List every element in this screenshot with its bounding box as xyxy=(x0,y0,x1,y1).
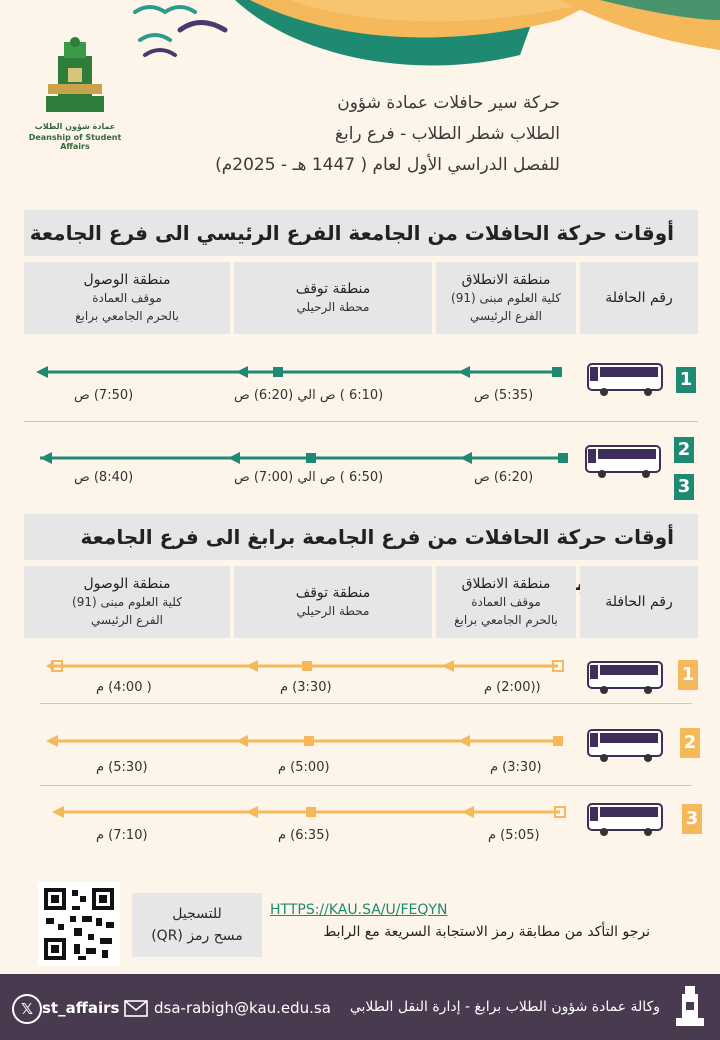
s2-col-stop-title: منطقة توقف xyxy=(295,585,371,601)
row-separator xyxy=(24,421,698,422)
section1-title: أوقات حركة الحافلات من الجامعة الفرع الر… xyxy=(24,210,698,291)
s1-row2-start-time: (6:20) ص xyxy=(474,470,534,485)
s2-row2-stop-time: (5:00) م xyxy=(278,760,330,775)
s2-col-bus: رقم الحافلة xyxy=(580,566,698,638)
s2-row3-stop-time: (6:35) م xyxy=(278,828,330,843)
s1-row2-stop-time: (6:50 ) ص الي (7:00) ص xyxy=(234,470,384,485)
s2-row1-route-line xyxy=(46,660,564,672)
decorative-waves xyxy=(133,0,720,66)
title-line-2: الطلاب شطر الطلاب - فرع رابغ xyxy=(334,124,560,144)
s1-col-start-line2: الفرع الرئيسي xyxy=(470,309,542,323)
s1-row2-bus-number-b: 3 xyxy=(674,474,694,500)
s2-col-start-line2: بالحرم الجامعي برابغ xyxy=(454,613,558,627)
s2-col-arrive-line1: كلية العلوم مبنى (91) xyxy=(72,595,182,609)
x-twitter-icon[interactable]: 𝕏 xyxy=(12,994,42,1024)
s2-col-start-line1: موقف العمادة xyxy=(471,595,541,609)
register-link[interactable]: HTTPS://KAU.SA/U/FEQYN xyxy=(270,902,448,918)
s2-row2-bus-number: 2 xyxy=(680,728,700,758)
s2-col-arrive-line2: الفرع الرئيسي xyxy=(91,613,163,627)
s1-row1-start-time: (5:35) ص xyxy=(474,388,534,403)
s2-col-arrive-title: منطقة الوصول xyxy=(83,576,171,592)
s2-row3-start-time: (5:05) م xyxy=(488,828,540,843)
title-line-1: حركة سير حافلات عمادة شؤون xyxy=(337,93,560,113)
logo-english-caption: Deanship of Student Affairs xyxy=(28,133,122,151)
s2-row1-arrive-time: ( 4:00) م xyxy=(96,680,152,695)
s1-col-start-line1: كلية العلوم مبنى (91) xyxy=(451,291,561,305)
s1-row1-arrive-time: (7:50) ص xyxy=(74,388,134,403)
s2-col-start-title: منطقة الانطلاق xyxy=(461,576,551,592)
s1-col-bus: رقم الحافلة xyxy=(580,262,698,334)
bus-icon xyxy=(587,803,663,836)
university-logo: عمادة شؤون الطلاب Deanship of Student Af… xyxy=(20,34,130,151)
title-line-3: للفصل الدراسي الأول لعام ( 1447 هـ - 202… xyxy=(215,155,560,175)
qr-code-icon[interactable] xyxy=(38,882,120,966)
s1-col-bus-label: رقم الحافلة xyxy=(605,290,673,306)
bus-icon xyxy=(587,661,663,694)
s1-row1-stop-time: (6:10 ) ص الي (6:20) ص xyxy=(234,388,384,403)
s1-col-stop: منطقة توقف محطة الرحيلي xyxy=(234,262,432,334)
s1-row2-arrive-time: (8:40) ص xyxy=(74,470,134,485)
s2-row3-bus-number: 3 xyxy=(682,804,702,834)
s2-col-stop-line1: محطة الرحيلي xyxy=(296,604,370,618)
s1-col-start: منطقة الانطلاق كلية العلوم مبنى (91) الف… xyxy=(436,262,576,334)
s1-col-stop-title: منطقة توقف xyxy=(295,281,371,297)
section2-title: أوقات حركة الحافلات من فرع الجامعة برابغ… xyxy=(24,514,698,595)
page-title: حركة سير حافلات عمادة شؤون الطلاب شطر ال… xyxy=(140,88,560,181)
s1-col-stop-line1: محطة الرحيلي xyxy=(296,300,370,314)
register-box: للتسجيل مسح رمز (QR) xyxy=(132,893,262,957)
s1-row2-route-line xyxy=(40,452,568,464)
s2-row3-route-line xyxy=(52,806,566,818)
twitter-handle[interactable]: st_affairs xyxy=(42,999,120,1017)
s1-col-arrive: منطقة الوصول موقف العمادة بالحرم الجامعي… xyxy=(24,262,230,334)
s2-row2-arrive-time: (5:30) م xyxy=(96,760,148,775)
s2-row1-stop-time: (3:30) م xyxy=(280,680,332,695)
s2-col-stop: منطقة توقف محطة الرحيلي xyxy=(234,566,432,638)
bus-icon xyxy=(587,363,663,396)
university-emblem-icon xyxy=(46,37,104,112)
s2-col-arrive: منطقة الوصول كلية العلوم مبنى (91) الفرع… xyxy=(24,566,230,638)
email-icon xyxy=(124,1000,148,1017)
s2-col-bus-label: رقم الحافلة xyxy=(605,594,673,610)
scan-qr-label: مسح رمز (QR) xyxy=(151,928,243,944)
bus-icon xyxy=(587,729,663,762)
row-separator xyxy=(40,703,692,704)
s1-row2-bus-number: 2 xyxy=(674,437,694,463)
s1-row1-route-line xyxy=(36,366,562,378)
s2-row2-start-time: (3:30) م xyxy=(490,760,542,775)
s2-col-start: منطقة الانطلاق موقف العمادة بالحرم الجام… xyxy=(436,566,576,638)
s1-col-arrive-line2: بالحرم الجامعي برابغ xyxy=(75,309,179,323)
s2-row1-bus-number: 1 xyxy=(678,660,698,690)
s2-row3-arrive-time: (7:10) م xyxy=(96,828,148,843)
s1-col-start-title: منطقة الانطلاق xyxy=(461,272,551,288)
bus-icon xyxy=(585,445,661,478)
s1-row1-bus-number: 1 xyxy=(676,367,696,393)
s1-col-arrive-title: منطقة الوصول xyxy=(83,272,171,288)
footer: 𝕏 st_affairs dsa-rabigh@kau.edu.sa وكالة… xyxy=(0,974,720,1040)
university-emblem-icon xyxy=(676,986,704,1026)
row-separator xyxy=(40,785,692,786)
contact-email[interactable]: dsa-rabigh@kau.edu.sa xyxy=(154,999,331,1017)
register-label: للتسجيل xyxy=(172,906,222,922)
s2-row2-route-line xyxy=(46,735,563,747)
s2-row1-start-time: ((2:00) م xyxy=(484,680,541,695)
register-note: نرجو التأكد من مطابقة رمز الاستجابة السر… xyxy=(323,924,650,940)
logo-arabic-caption: عمادة شؤون الطلاب xyxy=(34,122,116,131)
agency-name: وكالة عمادة شؤون الطلاب برابغ - إدارة ال… xyxy=(349,999,660,1015)
s1-col-arrive-line1: موقف العمادة xyxy=(92,291,162,305)
